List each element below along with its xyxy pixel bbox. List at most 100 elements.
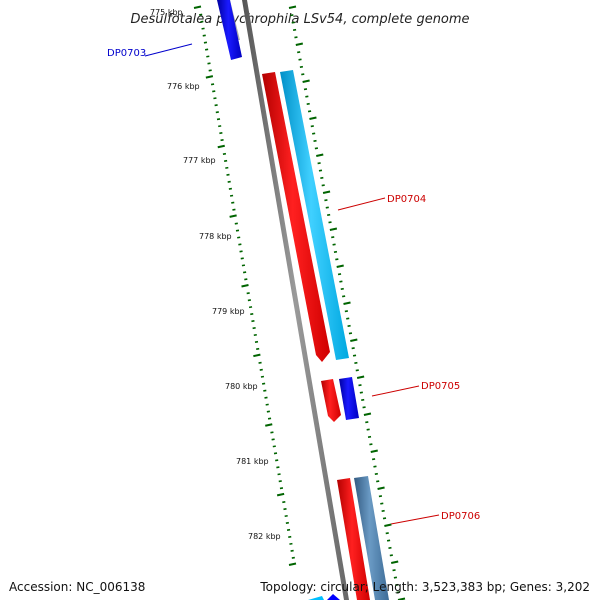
- minor-tick: [344, 310, 348, 313]
- minor-tick: [270, 431, 274, 434]
- major-tick: [336, 264, 344, 268]
- minor-tick: [294, 36, 298, 39]
- minor-tick: [231, 201, 235, 204]
- minor-tick: [331, 236, 335, 239]
- minor-tick: [386, 539, 391, 542]
- scale-ticks: [193, 5, 406, 600]
- major-tick: [309, 116, 317, 120]
- minor-tick: [273, 452, 278, 455]
- minor-tick: [362, 406, 366, 409]
- gene-label-DP0705[interactable]: DP0705: [421, 381, 460, 392]
- minor-tick: [286, 528, 291, 531]
- minor-tick: [392, 569, 396, 572]
- minor-tick: [285, 521, 290, 525]
- minor-tick: [328, 221, 332, 224]
- minor-tick: [298, 58, 302, 61]
- minor-tick: [276, 466, 280, 469]
- minor-tick: [355, 369, 359, 372]
- minor-tick: [258, 361, 262, 364]
- genome-backbone: [242, 0, 349, 600]
- minor-tick: [265, 403, 269, 406]
- gene-DP0704[interactable]: [262, 70, 349, 362]
- major-tick: [302, 79, 310, 83]
- minor-tick: [335, 258, 339, 261]
- leader-line-DP0703: [144, 43, 193, 57]
- minor-tick: [277, 473, 281, 476]
- minor-tick: [229, 194, 234, 197]
- minor-tick: [307, 110, 312, 113]
- major-tick: [276, 492, 285, 497]
- minor-tick: [359, 391, 363, 394]
- minor-tick: [199, 13, 203, 16]
- minor-tick: [212, 90, 216, 93]
- minor-tick: [348, 332, 353, 335]
- minor-tick: [278, 480, 282, 483]
- major-tick: [241, 284, 249, 288]
- cds-bar-reverse: [337, 478, 370, 600]
- minor-tick: [260, 375, 265, 378]
- major-tick: [193, 5, 202, 9]
- gene-DP0706[interactable]: [337, 476, 389, 600]
- gene-DP0703[interactable]: [217, 0, 242, 60]
- minor-tick: [366, 428, 370, 431]
- minor-tick: [361, 398, 365, 401]
- minor-tick: [238, 243, 242, 246]
- minor-tick: [290, 14, 294, 17]
- minor-tick: [312, 132, 316, 135]
- minor-tick: [299, 65, 304, 68]
- minor-tick: [247, 299, 252, 302]
- gene-label-DP0706[interactable]: DP0706: [441, 511, 480, 522]
- cds-bar-forward: [354, 476, 389, 600]
- minor-tick: [371, 458, 376, 461]
- minor-tick: [303, 88, 308, 91]
- minor-tick: [317, 162, 321, 165]
- minor-tick: [226, 173, 230, 176]
- minor-tick: [225, 166, 229, 169]
- minor-tick: [333, 250, 338, 253]
- minor-tick: [374, 472, 378, 475]
- minor-tick: [208, 69, 212, 72]
- minor-tick: [378, 495, 383, 498]
- tick-label-779: 779 kbp: [212, 307, 245, 316]
- minor-tick: [305, 95, 309, 98]
- gene-label-DP0703[interactable]: DP0703: [107, 48, 146, 59]
- minor-tick: [301, 73, 305, 76]
- minor-tick: [202, 34, 206, 37]
- major-tick: [350, 338, 358, 342]
- minor-tick: [306, 102, 310, 105]
- minor-tick: [320, 176, 324, 179]
- gene-DP0705[interactable]: [321, 377, 359, 422]
- minor-tick: [219, 132, 223, 135]
- minor-tick: [292, 28, 297, 31]
- minor-tick: [297, 51, 301, 54]
- minor-tick: [352, 354, 357, 357]
- gene-label-DP0704[interactable]: DP0704: [387, 194, 426, 205]
- minor-tick: [252, 326, 256, 330]
- minor-tick: [380, 502, 384, 505]
- minor-tick: [242, 271, 247, 274]
- minor-tick: [216, 118, 221, 121]
- minor-tick: [239, 250, 243, 253]
- minor-tick: [318, 169, 323, 172]
- minor-tick: [389, 554, 393, 557]
- minor-tick: [251, 320, 255, 323]
- minor-tick: [395, 583, 399, 586]
- minor-tick: [393, 576, 398, 579]
- minor-tick: [342, 295, 346, 298]
- minor-tick: [234, 222, 238, 225]
- minor-tick: [207, 62, 211, 65]
- major-tick: [265, 423, 273, 427]
- major-tick: [295, 42, 304, 46]
- minor-tick: [210, 83, 215, 86]
- leader-line-DP0706: [390, 514, 440, 525]
- major-tick: [356, 375, 365, 379]
- minor-tick: [347, 324, 351, 327]
- leader-line-DP0704: [337, 197, 386, 211]
- major-tick: [363, 412, 372, 416]
- minor-tick: [282, 501, 286, 504]
- minor-tick: [358, 384, 362, 387]
- minor-tick: [327, 213, 331, 216]
- minor-tick: [256, 347, 260, 350]
- cds-bar-reverse: [262, 72, 330, 362]
- minor-tick: [223, 159, 228, 162]
